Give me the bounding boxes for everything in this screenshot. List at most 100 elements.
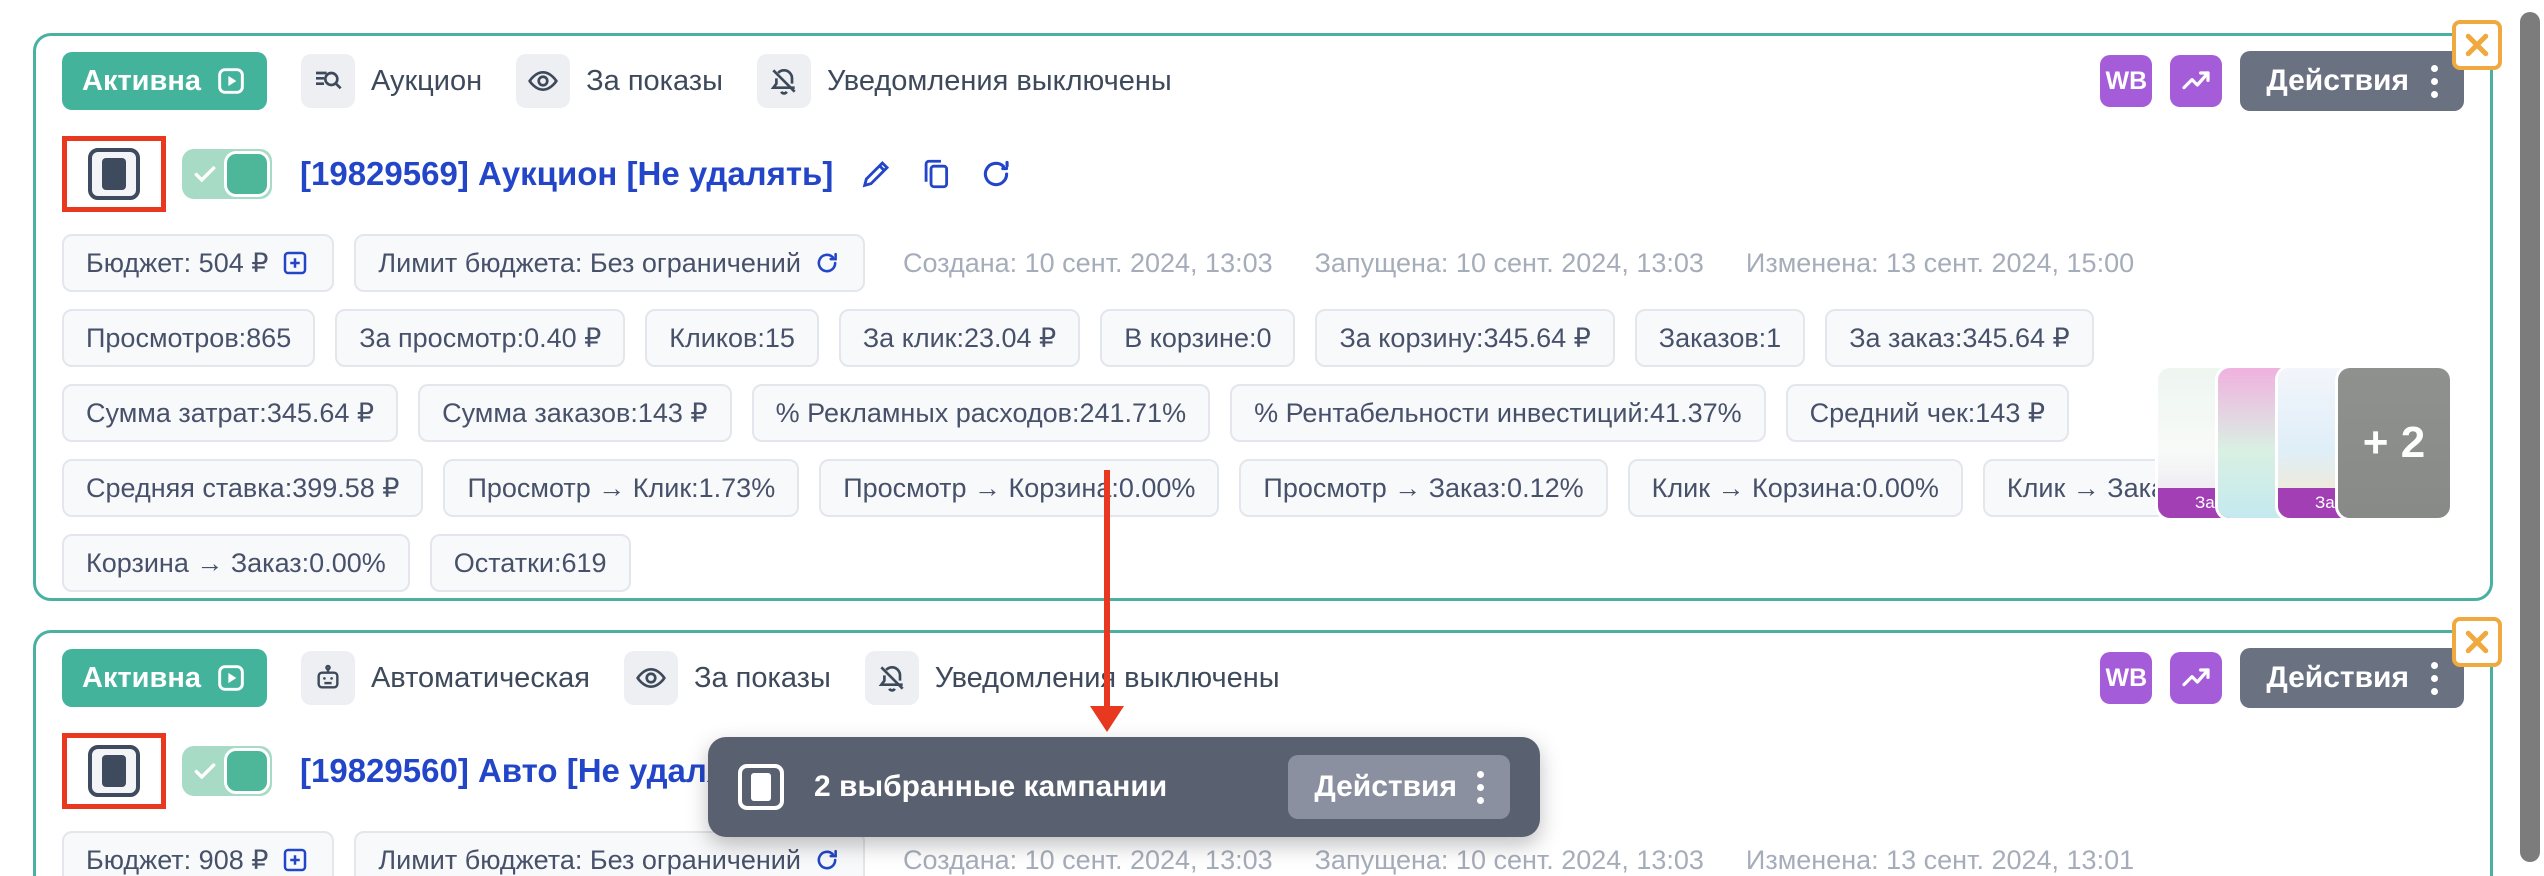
- stat-chip: Средняя ставка:399.58 ₽: [62, 459, 424, 517]
- check-icon: [194, 763, 216, 780]
- robot-icon[interactable]: [300, 651, 355, 705]
- bell-off-icon[interactable]: [864, 651, 919, 705]
- notifications: Уведомления выключены: [864, 651, 1280, 705]
- close-icon[interactable]: [2452, 617, 2502, 667]
- selection-actions-button[interactable]: Действия: [1288, 755, 1510, 819]
- stat-chip: Сумма заказов:143 ₽: [418, 384, 732, 442]
- stat-chip: Сумма затрат:345.64 ₽: [62, 384, 399, 442]
- stat-chip-row: Просмотров:865 За просмотр:0.40 ₽ Кликов:1…: [62, 309, 2464, 367]
- copy-icon[interactable]: [919, 157, 953, 191]
- campaign-dates: Создана: 10 сент. 2024, 13:03 Запущена: …: [903, 248, 2134, 279]
- campaign-toggle[interactable]: [182, 746, 272, 796]
- selection-toolbar: 2 выбранные кампании Действия: [708, 737, 1540, 837]
- status-badge[interactable]: Активна: [62, 52, 267, 110]
- stat-chip-row: Средняя ставка:399.58 ₽ Просмотр → Клик:1…: [62, 459, 2464, 517]
- stat-chip: За клик:23.04 ₽: [838, 309, 1081, 367]
- more-products-overlay[interactable]: + 2: [2338, 368, 2450, 518]
- limit-refresh-icon[interactable]: [813, 846, 841, 874]
- campaign-title-link[interactable]: [19829560] Авто [Не удалять]: [300, 752, 774, 789]
- started-date: Запущена: 10 сент. 2024, 13:03: [1314, 844, 1704, 875]
- refresh-icon[interactable]: [979, 157, 1013, 191]
- eye-icon[interactable]: [623, 651, 678, 705]
- close-icon[interactable]: [2452, 20, 2502, 70]
- stat-chip-row: Сумма затрат:345.64 ₽ Сумма заказов:143 ₽…: [62, 384, 2464, 442]
- status-label: Активна: [82, 64, 201, 97]
- budget-row: Бюджет: 504 ₽ Лимит бюджета: Без огранич…: [62, 234, 2464, 292]
- campaign-checkbox[interactable]: [88, 148, 140, 200]
- kebab-menu-icon: [2431, 661, 2438, 695]
- vertical-scrollbar[interactable]: [2520, 12, 2540, 862]
- header-actions: WB Действия: [2100, 51, 2464, 111]
- stat-chip: % Рекламных расходов:241.71%: [751, 384, 1211, 442]
- selection-checkbox[interactable]: [738, 764, 784, 810]
- wb-badge[interactable]: WB: [2100, 55, 2153, 107]
- bid-mode-label: За показы: [693, 661, 831, 694]
- campaign-dates: Создана: 10 сент. 2024, 13:03 Запущена: …: [903, 845, 2134, 876]
- check-icon: [194, 166, 216, 183]
- annotation-arrow-line: [1104, 470, 1110, 708]
- campaign-toggle[interactable]: [182, 149, 272, 199]
- notifications-label: Уведомления выключены: [826, 64, 1172, 97]
- stat-chip: За просмотр:0.40 ₽: [335, 309, 626, 367]
- status-label: Активна: [82, 661, 201, 694]
- stat-chip: Средний чек:143 ₽: [1785, 384, 2070, 442]
- stat-chip: Заказов:1: [1634, 309, 1806, 367]
- play-icon: [218, 68, 244, 94]
- stat-chip: Просмотр → Заказ:0.12%: [1239, 459, 1608, 517]
- started-date: Запущена: 10 сент. 2024, 13:03: [1314, 247, 1704, 278]
- stat-chip-row: Корзина → Заказ:0.00% Остатки:619: [62, 534, 2464, 592]
- annotation-highlight-box: [62, 733, 166, 809]
- campaign-type: Автоматическая: [300, 651, 590, 705]
- created-date: Создана: 10 сент. 2024, 13:03: [902, 247, 1273, 278]
- budget-limit-chip: Лимит бюджета: Без ограничений: [354, 234, 865, 292]
- actions-button[interactable]: Действия: [2240, 648, 2464, 708]
- changed-date: Изменена: 13 сент. 2024, 15:00: [1745, 247, 2135, 278]
- annotation-highlight-box: [62, 136, 166, 212]
- budget-chip: Бюджет: 504 ₽: [62, 234, 335, 292]
- changed-date: Изменена: 13 сент. 2024, 13:01: [1745, 844, 2135, 875]
- stat-chip: Кликов:15: [645, 309, 819, 367]
- stats-chart-icon[interactable]: [2170, 652, 2223, 704]
- kebab-menu-icon: [2431, 64, 2438, 98]
- kebab-menu-icon: [1477, 770, 1484, 804]
- stat-chip: % Рентабельности инвестиций:41.37%: [1230, 384, 1766, 442]
- campaign-checkbox[interactable]: [88, 745, 140, 797]
- budget-chip: Бюджет: 908 ₽: [62, 831, 335, 876]
- header-actions: WB Действия: [2100, 648, 2464, 708]
- stat-chip: Остатки:619: [429, 534, 631, 592]
- stat-chip: Корзина → Заказ:0.00%: [62, 534, 410, 592]
- wb-badge[interactable]: WB: [2100, 652, 2153, 704]
- campaign-title-link[interactable]: [19829569] Аукцион [Не удалять]: [300, 155, 834, 192]
- notifications: Уведомления выключены: [756, 54, 1172, 108]
- bid-mode: За показы: [623, 651, 831, 705]
- actions-button[interactable]: Действия: [2240, 51, 2464, 111]
- status-badge[interactable]: Активна: [62, 649, 267, 707]
- stat-chip: Клик → Корзина:0.00%: [1627, 459, 1963, 517]
- campaign-type-label: Аукцион: [370, 64, 483, 97]
- stat-chip: За заказ:345.64 ₽: [1825, 309, 2094, 367]
- annotation-arrow-head: [1090, 706, 1124, 732]
- play-icon: [218, 665, 244, 691]
- campaign-type-label: Автоматическая: [370, 661, 590, 694]
- stat-chip: Просмотр → Корзина:0.00%: [819, 459, 1220, 517]
- limit-refresh-icon[interactable]: [813, 249, 841, 277]
- card-header: Активна Аукцион За показы Уведомления: [62, 51, 2464, 111]
- selection-count-label: 2 выбранные кампании: [814, 770, 1168, 803]
- campaign-card-auction: Активна Аукцион За показы Уведомления: [33, 20, 2502, 601]
- add-budget-icon[interactable]: [280, 248, 310, 278]
- more-products-count: + 2: [2362, 418, 2426, 467]
- eye-icon[interactable]: [516, 54, 571, 108]
- campaign-type: Аукцион: [300, 54, 483, 108]
- product-thumbnails[interactable]: Заво Заво + 2: [2158, 368, 2450, 518]
- stat-chip: В корзине:0: [1100, 309, 1296, 367]
- stats-chips: Просмотров:865 За просмотр:0.40 ₽ Кликов:1…: [62, 309, 2464, 592]
- title-row: [19829569] Аукцион [Не удалять]: [62, 136, 2464, 212]
- filter-search-icon[interactable]: [300, 54, 355, 108]
- add-budget-icon[interactable]: [280, 845, 310, 875]
- card-header: Активна Автоматическая За показы Уведо: [62, 648, 2464, 708]
- bell-off-icon[interactable]: [756, 54, 811, 108]
- stat-chip: Просмотр → Клик:1.73%: [443, 459, 800, 517]
- edit-pencil-icon[interactable]: [859, 157, 893, 191]
- stats-chart-icon[interactable]: [2170, 55, 2223, 107]
